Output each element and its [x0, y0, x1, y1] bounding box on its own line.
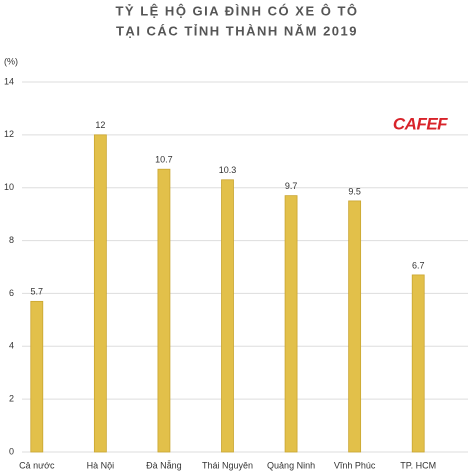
y-axis-label: (%)	[4, 56, 18, 66]
y-tick-label: 2	[9, 394, 14, 404]
value-label: 6.7	[412, 260, 425, 270]
y-tick-label: 14	[4, 76, 14, 86]
bar	[348, 200, 362, 453]
y-tick-label: 10	[4, 182, 14, 192]
y-tick-label: 4	[9, 341, 14, 351]
chart-title: TỶ LỆ HỘ GIA ĐÌNH CÓ XE Ô TÔ	[115, 3, 358, 18]
value-label: 10.3	[219, 165, 237, 175]
bar	[30, 300, 44, 453]
x-tick-label: Đà Nẵng	[146, 460, 182, 470]
x-tick-label: Vĩnh Phúc	[334, 460, 376, 470]
x-tick-label: Hà Nội	[87, 460, 115, 470]
bar	[93, 134, 107, 453]
y-tick-label: 8	[9, 235, 14, 245]
y-tick-label: 6	[9, 288, 14, 298]
x-tick-label: Cả nước	[19, 460, 55, 470]
y-tick-label: 12	[4, 129, 14, 139]
bar	[284, 195, 298, 453]
chart-subtitle: TẠI CÁC TỈNH THÀNH NĂM 2019	[116, 23, 358, 38]
value-label: 10.7	[155, 155, 173, 165]
bar	[221, 179, 234, 453]
value-label: 5.7	[31, 287, 44, 297]
bar	[411, 274, 425, 453]
y-tick-label: 0	[9, 446, 14, 456]
value-label: 9.7	[285, 181, 298, 191]
bar	[157, 168, 171, 453]
value-label: 12	[95, 120, 105, 130]
value-label: 9.5	[348, 186, 361, 196]
x-tick-label: Quảng Ninh	[267, 460, 315, 470]
logo: CAFEF	[393, 114, 448, 133]
x-tick-label: Thái Nguyên	[202, 460, 253, 470]
x-tick-label: TP. HCM	[400, 460, 436, 470]
